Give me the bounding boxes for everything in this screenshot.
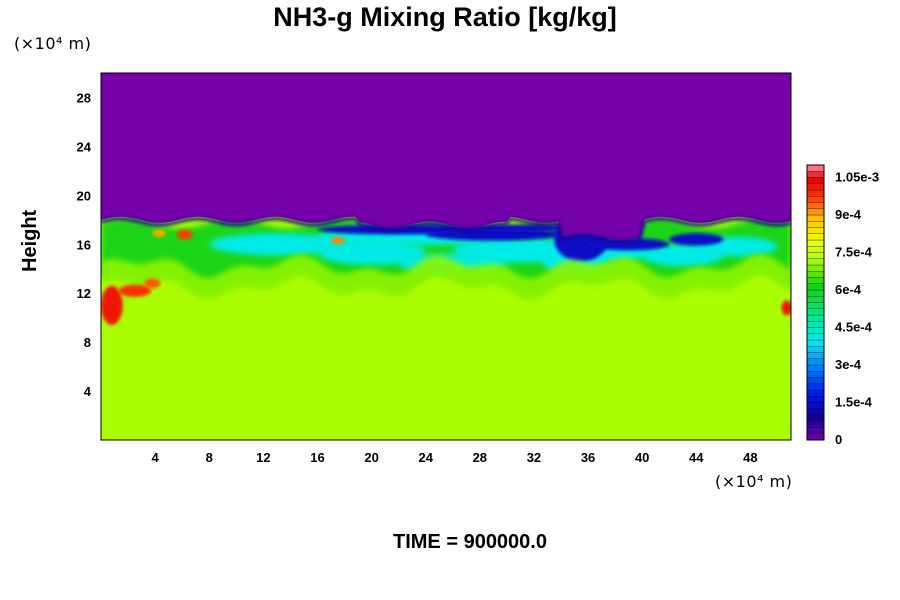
colorbar-segment: [806, 283, 825, 291]
colorbar-segment: [806, 327, 825, 334]
colorbar-segment: [806, 364, 825, 372]
y-tick-label: 24: [77, 139, 92, 154]
colorbar-segment: [806, 271, 825, 278]
x-tick-label: 40: [635, 450, 649, 465]
colorbar-segment: [806, 277, 825, 284]
x-tick-label: 36: [581, 450, 595, 465]
y-tick-label: 12: [77, 286, 91, 301]
x-tick-label: 44: [689, 450, 704, 465]
heatmap-field: [101, 73, 791, 440]
colorbar-label: 3e-4: [835, 357, 862, 372]
colorbar-segment: [806, 196, 825, 203]
colorbar-segment: [806, 414, 825, 422]
colorbar-segment: [806, 202, 825, 209]
colorbar-segment: [806, 289, 825, 297]
colorbar-segment: [806, 421, 825, 428]
colorbar-segment: [806, 396, 825, 403]
colorbar-segment: [806, 377, 825, 384]
colorbar-segment: [806, 427, 825, 434]
x-tick-label: 12: [256, 450, 270, 465]
colorbar-label: 9e-4: [835, 207, 862, 222]
x-tick-label: 8: [206, 450, 213, 465]
colorbar-segment: [806, 221, 825, 228]
colorbar-segment: [806, 402, 825, 409]
colorbar-segment: [806, 264, 825, 272]
colorbar-frame: [806, 164, 825, 441]
colorbar-segment: [806, 321, 825, 328]
x-tick-label: 32: [527, 450, 541, 465]
colorbar-segment: [806, 339, 825, 347]
colorbar-segment: [806, 433, 825, 441]
colorbar-segment: [806, 346, 825, 353]
colorbar: 0 1.5e-4 3e-4 4.5e-4 6e-4 7.5e-4 9e-4 1.05e-3: [806, 164, 879, 447]
colorbar-segment: [806, 314, 825, 322]
y-tick-label: 20: [77, 188, 91, 203]
chart-title: NH3-g Mixing Ratio [kg/kg]: [273, 2, 617, 32]
colorbar-segment: [806, 227, 825, 234]
colorbar-segment: [806, 208, 825, 216]
colorbar-segment: [806, 183, 825, 191]
colorbar-label: 4.5e-4: [835, 320, 873, 335]
colorbar-segment: [806, 177, 825, 184]
colorbar-segment: [806, 296, 825, 303]
colorbar-segment: [806, 389, 825, 397]
colorbar-segment: [806, 189, 825, 197]
time-label: TIME = 900000.0: [393, 531, 547, 553]
colorbar-segment: [806, 333, 825, 341]
x-axis-unit: (×10⁴ m): [715, 472, 793, 491]
colorbar-segment: [806, 383, 825, 391]
colorbar-segment: [806, 258, 825, 266]
colorbar-segment: [806, 358, 825, 366]
y-tick-label: 4: [84, 384, 92, 399]
colorbar-segment: [806, 164, 825, 172]
colorbar-segment: [806, 233, 825, 241]
colorbar-label: 0: [835, 432, 842, 447]
colorbar-segment: [806, 171, 825, 178]
y-tick-label: 16: [77, 237, 91, 252]
colorbar-segment: [806, 352, 825, 359]
x-tick-label: 16: [310, 450, 324, 465]
colorbar-label: 1.05e-3: [835, 170, 879, 185]
x-tick-label: 48: [743, 450, 757, 465]
colorbar-segment: [806, 252, 825, 259]
x-tick-label: 28: [473, 450, 487, 465]
x-tick-label: 24: [418, 450, 433, 465]
y-axis-unit: (×10⁴ m): [14, 34, 92, 53]
plot-frame: [100, 72, 792, 441]
colorbar-segment: [806, 371, 825, 378]
colorbar-segment: [806, 302, 825, 309]
colorbar-segment: [806, 408, 825, 416]
upper-layer: [101, 73, 791, 240]
colorbar-segment: [806, 214, 825, 222]
colorbar-label: 7.5e-4: [835, 245, 873, 260]
x-tick-label: 4: [152, 450, 160, 465]
y-tick-label: 8: [84, 335, 91, 350]
colorbar-segment: [806, 308, 825, 316]
colorbar-label: 6e-4: [835, 282, 862, 297]
colorbar-label: 1.5e-4: [835, 395, 873, 410]
y-tick-label: 28: [77, 90, 91, 105]
colorbar-segment: [806, 239, 825, 247]
colorbar-segment: [806, 246, 825, 253]
x-tick-label: 20: [364, 450, 378, 465]
